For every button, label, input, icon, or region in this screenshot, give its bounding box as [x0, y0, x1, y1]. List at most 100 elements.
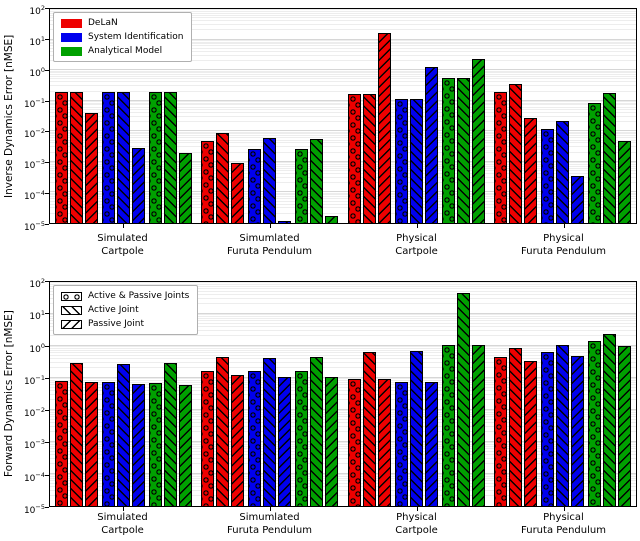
gridline: [50, 322, 636, 324]
gridline: [50, 10, 636, 12]
bar-system-identification-backslash-group3: [409, 99, 423, 223]
bar-system-identification-backslash-group4: [556, 344, 570, 506]
gridline: [50, 135, 636, 137]
y-tick-label: 10−1: [23, 373, 45, 387]
y-tick-mark: [45, 162, 49, 164]
x-category-line: Cartpole: [395, 525, 438, 536]
gridline: [50, 12, 636, 14]
trio-analytical-model: [295, 282, 339, 506]
bar-analytical-model-slash-group4: [618, 346, 632, 506]
trio-analytical-model: [441, 9, 485, 223]
circle-hatch-swatch: [61, 291, 82, 301]
gridline: [50, 482, 636, 484]
x-category-label: Simulated Cartpole: [49, 511, 196, 537]
bar-delan-circle-group1: [54, 381, 68, 506]
delan-color-swatch: [61, 18, 82, 28]
gridline: [50, 198, 636, 200]
x-category-line: Furuta Pendulum: [521, 246, 606, 257]
bar-delan-slash-group4: [524, 118, 538, 223]
gridline: [50, 349, 636, 351]
gridline: [50, 194, 636, 196]
gridline: [50, 90, 636, 92]
gridline: [50, 39, 636, 41]
bar-analytical-model-slash-group4: [618, 140, 632, 223]
trio-analytical-model: [441, 282, 485, 506]
gridline: [50, 139, 636, 141]
bar-delan-backslash-group2: [216, 357, 230, 506]
gridline: [50, 293, 636, 295]
gridline: [50, 121, 636, 123]
bar-delan-circle-group1: [54, 91, 68, 223]
slash-hatch-swatch: [61, 319, 82, 329]
trio-system-identification: [394, 282, 438, 506]
bar-system-identification-slash-group2: [278, 376, 292, 506]
bar-analytical-model-backslash-group2: [310, 357, 324, 506]
bar-analytical-model-slash-group3: [471, 58, 485, 223]
gridline: [50, 38, 636, 40]
y-tick-mark: [45, 69, 49, 71]
gridline: [50, 477, 636, 479]
bar-analytical-model-circle-group3: [441, 345, 455, 506]
x-category-line: Furuta Pendulum: [227, 525, 312, 536]
gridline: [50, 441, 636, 442]
y-tick-mark: [45, 474, 49, 476]
bar-delan-slash-group4: [524, 360, 538, 506]
gridline: [50, 162, 636, 164]
gridline: [50, 70, 636, 72]
legend-entry-system-identification: System Identification: [61, 32, 183, 42]
x-category-line: Physical: [396, 233, 437, 244]
y-tick-mark: [45, 38, 49, 40]
gridline: [50, 75, 636, 77]
trio-system-identification: [101, 9, 145, 223]
gridline: [50, 495, 636, 497]
bar-system-identification-circle-group3: [394, 99, 408, 223]
gridline: [50, 200, 636, 202]
gridline: [50, 357, 636, 359]
bar-delan-backslash-group3: [362, 351, 376, 506]
legend-label: DeLaN: [88, 18, 118, 28]
legend-entry-delan: DeLaN: [61, 18, 183, 28]
y-tick-mark: [45, 100, 49, 102]
bar-system-identification-slash-group3: [424, 382, 438, 506]
x-category-line: Furuta Pendulum: [227, 246, 312, 257]
bar-system-identification-circle-group4: [541, 352, 555, 506]
y-tick-label: 101: [29, 309, 45, 323]
gridline: [50, 367, 636, 369]
gridline: [50, 29, 636, 31]
y-tick-mark: [45, 377, 49, 379]
legend-entry-passive-joint: Passive Joint: [61, 319, 189, 329]
gridline: [50, 480, 636, 482]
gridline: [50, 416, 636, 418]
bar-delan-backslash-group1: [69, 91, 83, 223]
gridline: [50, 130, 636, 132]
bar-delan-backslash-group2: [216, 132, 230, 223]
trio-system-identification: [394, 9, 438, 223]
x-category-line: Cartpole: [395, 246, 438, 257]
gridline: [50, 212, 636, 214]
gridline: [50, 335, 636, 337]
legend-label: Active Joint: [88, 305, 139, 315]
trio-delan: [201, 9, 245, 223]
gridline: [50, 102, 636, 104]
gridline: [50, 348, 636, 350]
gridline: [50, 297, 636, 299]
trio-system-identification: [541, 9, 585, 223]
trio-delan: [54, 9, 98, 223]
group-physical-furuta-pendulum: [490, 282, 637, 506]
gridline: [50, 314, 636, 316]
bar-system-identification-slash-group4: [571, 175, 585, 223]
group-physical-cartpole: [343, 282, 490, 506]
gridline: [50, 399, 636, 401]
gridline: [50, 316, 636, 318]
bar-delan-circle-group3: [347, 93, 361, 223]
gridline: [50, 59, 636, 61]
legend-entry-active-passive-joints: Active & Passive Joints: [61, 291, 189, 301]
gridline: [50, 445, 636, 447]
gridline: [50, 167, 636, 169]
trio-delan: [494, 9, 538, 223]
legend-label: Passive Joint: [88, 319, 145, 329]
bar-delan-slash-group3: [377, 378, 391, 506]
gridline: [50, 45, 636, 47]
bar-analytical-model-backslash-group3: [456, 78, 470, 223]
bar-system-identification-circle-group4: [541, 128, 555, 223]
